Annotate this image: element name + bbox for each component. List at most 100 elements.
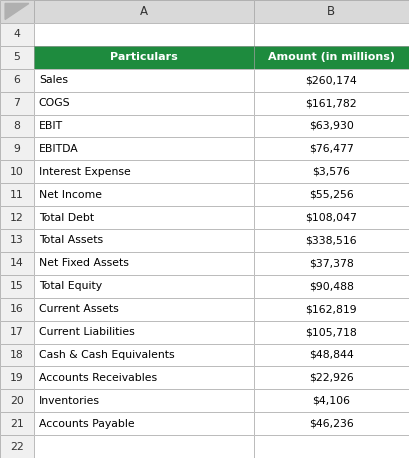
Bar (0, 114, 34, 137)
Bar (0, 366, 34, 389)
Bar (34, 46, 254, 69)
Text: $260,174: $260,174 (306, 75, 357, 85)
Bar (34, 321, 254, 344)
Bar (0, 160, 34, 183)
Bar (34, 183, 254, 206)
Bar (34, 412, 254, 435)
Text: 18: 18 (10, 350, 24, 360)
Bar (254, 0, 409, 23)
Bar (0, 46, 34, 69)
Bar (254, 275, 409, 298)
Bar (254, 46, 409, 69)
Bar (254, 69, 409, 92)
Bar (0, 23, 34, 46)
Text: Accounts Payable: Accounts Payable (39, 419, 135, 429)
Text: $4,106: $4,106 (312, 396, 350, 406)
Text: Cash & Cash Equivalents: Cash & Cash Equivalents (39, 350, 175, 360)
Bar (34, 344, 254, 366)
Bar (254, 412, 409, 435)
Bar (34, 160, 254, 183)
Bar (0, 183, 34, 206)
Bar (0, 252, 34, 275)
Text: $105,718: $105,718 (306, 327, 357, 337)
Text: Interest Expense: Interest Expense (39, 167, 130, 177)
Text: 11: 11 (10, 190, 24, 200)
Bar (34, 137, 254, 160)
Text: 6: 6 (13, 75, 20, 85)
Text: $338,516: $338,516 (306, 235, 357, 245)
Bar (34, 275, 254, 298)
Bar (254, 23, 409, 46)
Text: $37,378: $37,378 (309, 258, 354, 268)
Bar (34, 137, 254, 160)
Bar (254, 92, 409, 114)
Bar (0, 46, 34, 69)
Bar (254, 435, 409, 458)
Polygon shape (5, 4, 29, 20)
Text: 17: 17 (10, 327, 24, 337)
Bar (34, 412, 254, 435)
Bar (34, 389, 254, 412)
Text: $161,782: $161,782 (306, 98, 357, 108)
Bar (254, 366, 409, 389)
Text: Net Fixed Assets: Net Fixed Assets (39, 258, 129, 268)
Bar (0, 275, 34, 298)
Bar (0, 412, 34, 435)
Bar (34, 321, 254, 344)
Bar (0, 275, 34, 298)
Bar (0, 92, 34, 114)
Bar (34, 69, 254, 92)
Bar (254, 23, 409, 46)
Bar (254, 69, 409, 92)
Bar (34, 46, 254, 69)
Bar (254, 298, 409, 321)
Text: $22,926: $22,926 (309, 373, 354, 383)
Text: Amount (in millions): Amount (in millions) (268, 52, 395, 62)
Bar (254, 114, 409, 137)
Bar (0, 435, 34, 458)
Bar (0, 229, 34, 252)
Bar (34, 114, 254, 137)
Bar (0, 344, 34, 366)
Bar (254, 160, 409, 183)
Bar (0, 69, 34, 92)
Text: 20: 20 (10, 396, 24, 406)
Bar (34, 275, 254, 298)
Bar (34, 344, 254, 366)
Bar (34, 0, 254, 23)
Bar (254, 92, 409, 114)
Bar (0, 137, 34, 160)
Bar (254, 366, 409, 389)
Text: $162,819: $162,819 (306, 304, 357, 314)
Bar (0, 229, 34, 252)
Text: Total Debt: Total Debt (39, 213, 94, 223)
Bar (254, 183, 409, 206)
Bar (0, 0, 34, 23)
Bar (34, 206, 254, 229)
Bar (254, 229, 409, 252)
Bar (254, 137, 409, 160)
Text: 15: 15 (10, 281, 24, 291)
Text: 22: 22 (10, 442, 24, 452)
Bar (0, 321, 34, 344)
Bar (254, 160, 409, 183)
Text: 8: 8 (13, 121, 20, 131)
Text: 21: 21 (10, 419, 24, 429)
Text: $108,047: $108,047 (306, 213, 357, 223)
Text: A: A (140, 5, 148, 18)
Bar (0, 389, 34, 412)
Bar (0, 69, 34, 92)
Bar (0, 137, 34, 160)
Bar (0, 366, 34, 389)
Text: Sales: Sales (39, 75, 68, 85)
Bar (0, 321, 34, 344)
Text: Current Assets: Current Assets (39, 304, 119, 314)
Bar (0, 114, 34, 137)
Text: 14: 14 (10, 258, 24, 268)
Text: $3,576: $3,576 (312, 167, 350, 177)
Bar (34, 114, 254, 137)
Bar (254, 275, 409, 298)
Text: Particulars: Particulars (110, 52, 178, 62)
Bar (34, 92, 254, 114)
Text: Net Income: Net Income (39, 190, 102, 200)
